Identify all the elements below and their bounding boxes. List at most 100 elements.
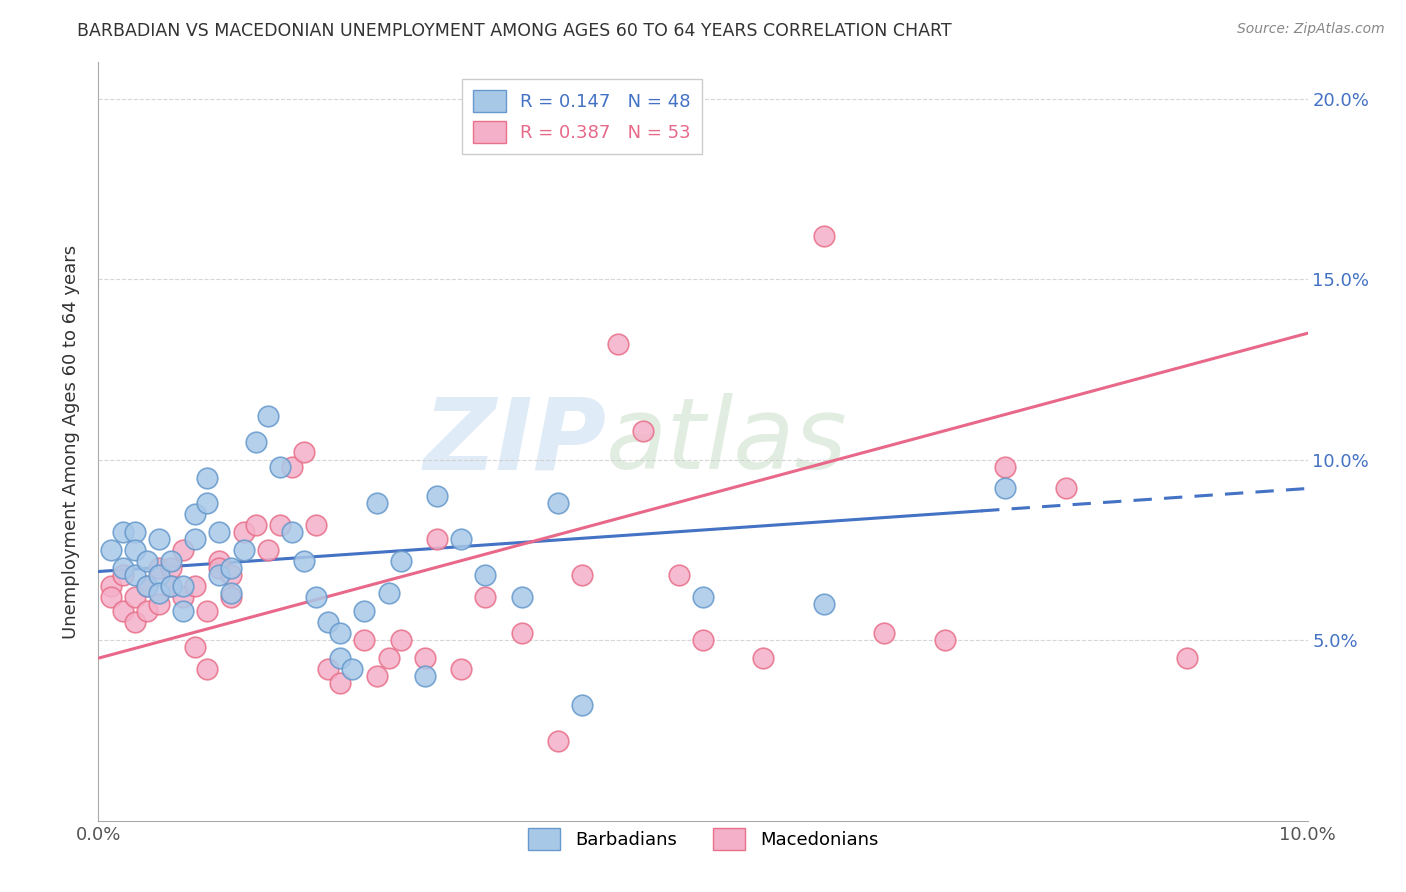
Point: [124, 542, 146, 557]
Point: [221, 561, 243, 575]
Point: [426, 532, 449, 546]
Point: [813, 597, 835, 611]
Point: [100, 590, 122, 604]
Point: [172, 579, 194, 593]
Point: [994, 459, 1017, 474]
Point: [269, 459, 291, 474]
Point: [342, 662, 364, 676]
Point: [450, 532, 472, 546]
Point: [377, 651, 399, 665]
Point: [184, 532, 207, 546]
Point: [172, 590, 194, 604]
Point: [160, 579, 183, 593]
Point: [135, 579, 157, 593]
Point: [269, 517, 291, 532]
Point: [668, 568, 690, 582]
Point: [571, 698, 593, 712]
Point: [124, 590, 146, 604]
Point: [1054, 482, 1077, 496]
Point: [450, 662, 472, 676]
Point: [208, 554, 231, 568]
Legend: Barbadians, Macedonians: Barbadians, Macedonians: [520, 821, 886, 857]
Point: [111, 604, 134, 618]
Point: [195, 496, 218, 510]
Point: [413, 651, 436, 665]
Point: [607, 337, 630, 351]
Point: [389, 554, 412, 568]
Point: [221, 586, 243, 600]
Point: [135, 604, 157, 618]
Point: [245, 517, 267, 532]
Point: [148, 597, 170, 611]
Point: [474, 568, 496, 582]
Point: [692, 633, 714, 648]
Point: [195, 470, 218, 484]
Y-axis label: Unemployment Among Ages 60 to 64 years: Unemployment Among Ages 60 to 64 years: [62, 244, 80, 639]
Point: [184, 579, 207, 593]
Point: [160, 579, 183, 593]
Point: [692, 590, 714, 604]
Point: [752, 651, 775, 665]
Point: [208, 568, 231, 582]
Point: [184, 640, 207, 655]
Point: [292, 554, 315, 568]
Point: [111, 561, 134, 575]
Point: [208, 524, 231, 539]
Point: [135, 579, 157, 593]
Point: [160, 561, 183, 575]
Point: [184, 507, 207, 521]
Point: [426, 489, 449, 503]
Point: [172, 604, 194, 618]
Point: [124, 568, 146, 582]
Point: [232, 524, 254, 539]
Point: [366, 669, 388, 683]
Point: [148, 561, 170, 575]
Point: [135, 554, 157, 568]
Point: [256, 409, 278, 424]
Point: [256, 542, 278, 557]
Point: [413, 669, 436, 683]
Point: [111, 524, 134, 539]
Text: atlas: atlas: [606, 393, 848, 490]
Point: [873, 626, 896, 640]
Point: [124, 615, 146, 629]
Point: [172, 542, 194, 557]
Point: [329, 676, 352, 690]
Point: [510, 590, 533, 604]
Point: [100, 542, 122, 557]
Point: [631, 424, 654, 438]
Point: [305, 590, 328, 604]
Point: [934, 633, 956, 648]
Point: [281, 459, 304, 474]
Point: [813, 228, 835, 243]
Point: [474, 590, 496, 604]
Point: [195, 662, 218, 676]
Point: [510, 626, 533, 640]
Text: BARBADIAN VS MACEDONIAN UNEMPLOYMENT AMONG AGES 60 TO 64 YEARS CORRELATION CHART: BARBADIAN VS MACEDONIAN UNEMPLOYMENT AMO…: [77, 22, 952, 40]
Point: [221, 590, 243, 604]
Point: [353, 604, 375, 618]
Point: [245, 434, 267, 449]
Point: [316, 662, 339, 676]
Point: [195, 604, 218, 618]
Point: [353, 633, 375, 648]
Point: [111, 568, 134, 582]
Point: [377, 586, 399, 600]
Point: [1175, 651, 1198, 665]
Point: [547, 734, 569, 748]
Point: [160, 554, 183, 568]
Point: [329, 626, 352, 640]
Point: [148, 586, 170, 600]
Point: [316, 615, 339, 629]
Point: [994, 482, 1017, 496]
Point: [366, 496, 388, 510]
Point: [305, 517, 328, 532]
Point: [148, 532, 170, 546]
Text: ZIP: ZIP: [423, 393, 606, 490]
Text: Source: ZipAtlas.com: Source: ZipAtlas.com: [1237, 22, 1385, 37]
Point: [232, 542, 254, 557]
Point: [221, 568, 243, 582]
Point: [100, 579, 122, 593]
Point: [389, 633, 412, 648]
Point: [148, 568, 170, 582]
